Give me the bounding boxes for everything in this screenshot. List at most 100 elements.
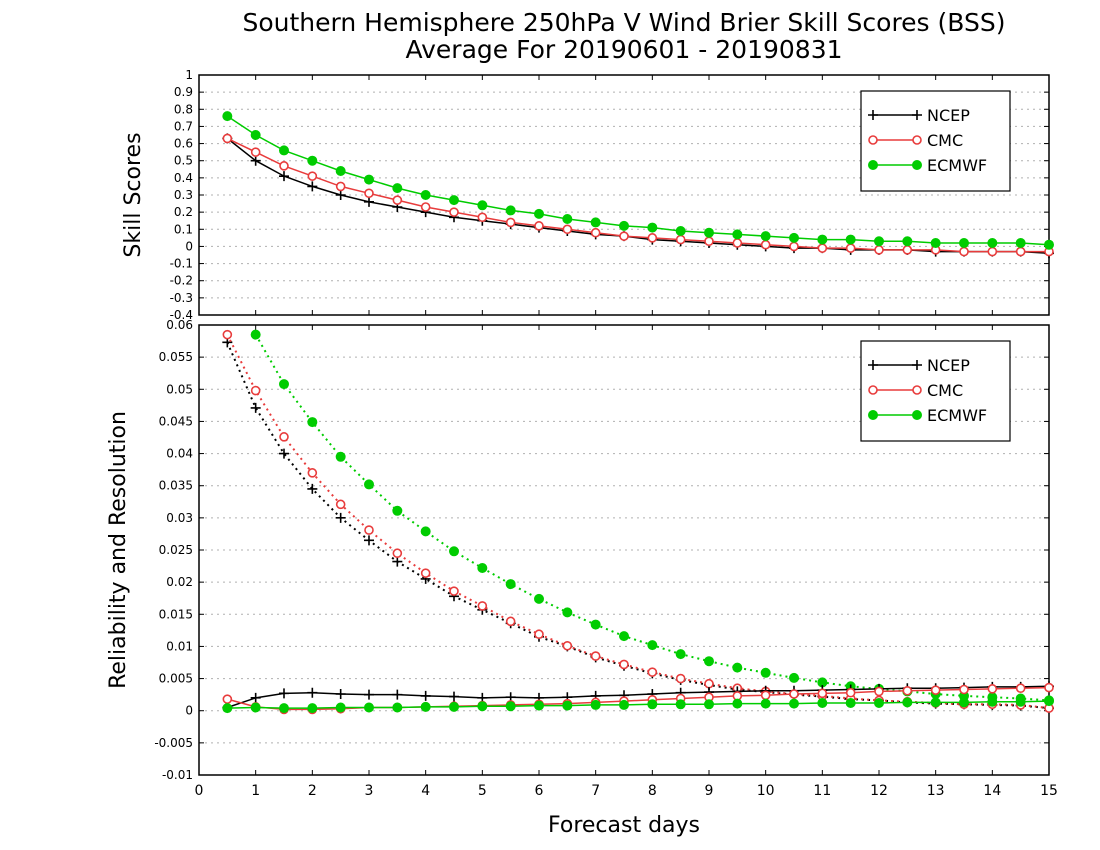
panel-1-ecmwf-point	[1044, 239, 1054, 250]
x-tick-label: 8	[648, 783, 657, 799]
panel-1-cmc-point	[874, 245, 884, 255]
x-tick-label: 2	[308, 783, 317, 799]
panel-1-ecmwf-point	[222, 111, 233, 122]
panel-2-legend-marker	[868, 410, 878, 420]
panel-1-legend-label: CMC	[927, 131, 963, 150]
panel-2-ecmwf-reliability-point	[222, 703, 233, 714]
panel-1-cmc-point	[732, 238, 743, 248]
panel-2-cmc-resolution-point	[364, 525, 374, 535]
panel-2-ecmwf-reliability-point	[449, 701, 459, 712]
plots-group: -0.4 -0.3 -0.2 -0.1 0 0.1 0.2 0.3 0.4 0.5 0.6 0.7 0.…	[106, 68, 1058, 799]
panel-2-y-tick-label: 0.04	[166, 447, 193, 461]
panel-1-ecmwf-point	[477, 200, 488, 211]
panel-1-ncep-point	[250, 155, 261, 166]
x-tick-label: 10	[757, 783, 775, 799]
panel-1-legend-box	[860, 90, 1011, 192]
panel-2-ecmwf-resolution-point	[590, 619, 601, 630]
panel-2-legend-label: CMC	[927, 381, 963, 400]
panel-1-ecmwf-point	[930, 238, 941, 248]
panel-1-cmc-point	[959, 246, 969, 257]
panel-1-legend-marker	[868, 160, 878, 170]
panel-1-ncep-point	[279, 171, 289, 182]
panel-2-ncep-resolution-point	[307, 483, 318, 494]
panel-2-cmc-reliability-point	[789, 689, 799, 699]
panel-2-ncep-reliability-point	[279, 688, 289, 699]
panel-1-ecmwf-point	[647, 222, 658, 233]
x-axis-label: Forecast days	[548, 813, 700, 838]
panel-2-ecmwf-reliability-point	[647, 699, 658, 710]
panel-2-ncep-reliability-point	[307, 687, 318, 698]
panel-1-ecmwf-point	[987, 238, 998, 248]
panel-2-legend-marker	[868, 360, 878, 370]
panel-1-ecmwf-point	[279, 145, 289, 156]
panel-2-ncep-resolution-line	[226, 342, 1050, 710]
panel-1-y-tick-label: 0	[185, 239, 193, 253]
panel-1-ecmwf-point	[335, 166, 346, 176]
panel-2-ecmwf-reliability-point	[1044, 696, 1054, 707]
x-tick-label: 4	[421, 783, 430, 799]
panel-2-ncep-resolution-point	[335, 512, 346, 523]
panel-2-ecmwf-reliability-point	[562, 700, 573, 711]
panel-1-ecmwf-point	[307, 155, 318, 166]
panel-2-ncep-reliability-point	[449, 691, 459, 702]
panel-1-y-axis-label: Skill Scores	[121, 132, 146, 257]
panel-2-ecmwf-resolution-point	[279, 379, 289, 390]
panel-1-cmc-point	[704, 236, 714, 247]
panel-2-y-tick-label: 0.055	[159, 350, 193, 364]
panel-1-y-tick-label: 0.7	[174, 119, 193, 133]
panel-2-legend-marker	[912, 360, 922, 370]
panel-1-ncep-point	[307, 181, 318, 192]
x-tick-label: 0	[195, 783, 204, 799]
panel-2-legend-marker	[912, 410, 922, 420]
panel-2-y-tick-label: 0.03	[166, 511, 193, 525]
panel-1-legend-label: ECMWF	[927, 156, 987, 175]
panel-2-cmc-resolution-point	[704, 678, 714, 689]
panel-2-y-tick-label: 0.015	[159, 607, 193, 621]
panel-1-cmc-point	[1015, 246, 1026, 257]
panel-1-ecmwf-point	[817, 234, 828, 245]
panel-1-cmc-point	[477, 212, 488, 223]
panel-1-cmc-point	[902, 245, 913, 255]
panel-2-ncep-resolution-point	[392, 556, 403, 567]
panel-2-y-tick-label: -0.005	[154, 736, 193, 750]
panel-2-y-axis-label: Reliability and Resolution	[106, 411, 131, 689]
panel-2-ecmwf-resolution-point	[534, 593, 544, 604]
panel-1-ncep-point	[335, 190, 346, 200]
panel-2-cmc-reliability-point	[1044, 682, 1054, 693]
panel-1-cmc-point	[222, 133, 233, 144]
panel-2-ecmwf-reliability-point	[675, 699, 686, 710]
panel-2-ecmwf-reliability-point	[477, 701, 488, 712]
x-tick-label: 7	[591, 783, 600, 799]
panel-1-ecmwf-point	[449, 195, 459, 206]
x-tick-label: 3	[365, 783, 374, 799]
panel-2-legend-label: ECMWF	[927, 406, 987, 425]
panel-2-group: -0.01 -0.005 0 0.005 0.01 0.015 0.02 0.025 0.03 0…	[106, 318, 1058, 799]
panel-2-ecmwf-resolution-point	[420, 526, 431, 537]
panel-2-ncep-reliability-point	[250, 692, 261, 703]
panel-2-ecmwf-reliability-point	[534, 700, 544, 711]
panel-2-cmc-resolution-point	[505, 616, 516, 627]
panel-2-cmc-resolution-point	[477, 601, 488, 611]
panel-1-cmc-point	[392, 195, 403, 205]
panel-1-ecmwf-point	[619, 220, 629, 231]
panel-2-cmc-resolution-point	[279, 432, 289, 442]
panel-1-ecmwf-point	[704, 227, 714, 238]
panel-1-ecmwf-point	[364, 174, 374, 185]
panel-1-ecmwf-point	[562, 214, 573, 224]
panel-1-y-tick-label: 0.9	[174, 85, 193, 99]
panel-2-legend-marker	[912, 385, 922, 395]
panel-1-y-tick-label: 0.8	[174, 102, 193, 116]
panel-2-cmc-resolution-point	[562, 640, 573, 651]
panel-2-ecmwf-reliability-point	[874, 698, 884, 708]
panel-2-ecmwf-resolution-point	[392, 505, 403, 516]
panel-1-legend-marker	[912, 135, 922, 145]
panel-1-cmc-point	[534, 221, 544, 231]
panel-2-ncep-reliability-point	[364, 689, 374, 700]
panel-2-cmc-reliability-point	[902, 685, 913, 696]
panel-2-ecmwf-resolution-point	[619, 631, 629, 642]
panel-2-cmc-resolution-point	[335, 499, 346, 510]
panel-2-cmc-reliability-point	[222, 694, 233, 704]
panel-2-ecmwf-reliability-point	[704, 699, 714, 710]
panel-2-ecmwf-reliability-point	[505, 701, 516, 712]
panel-1-cmc-point	[505, 217, 516, 228]
